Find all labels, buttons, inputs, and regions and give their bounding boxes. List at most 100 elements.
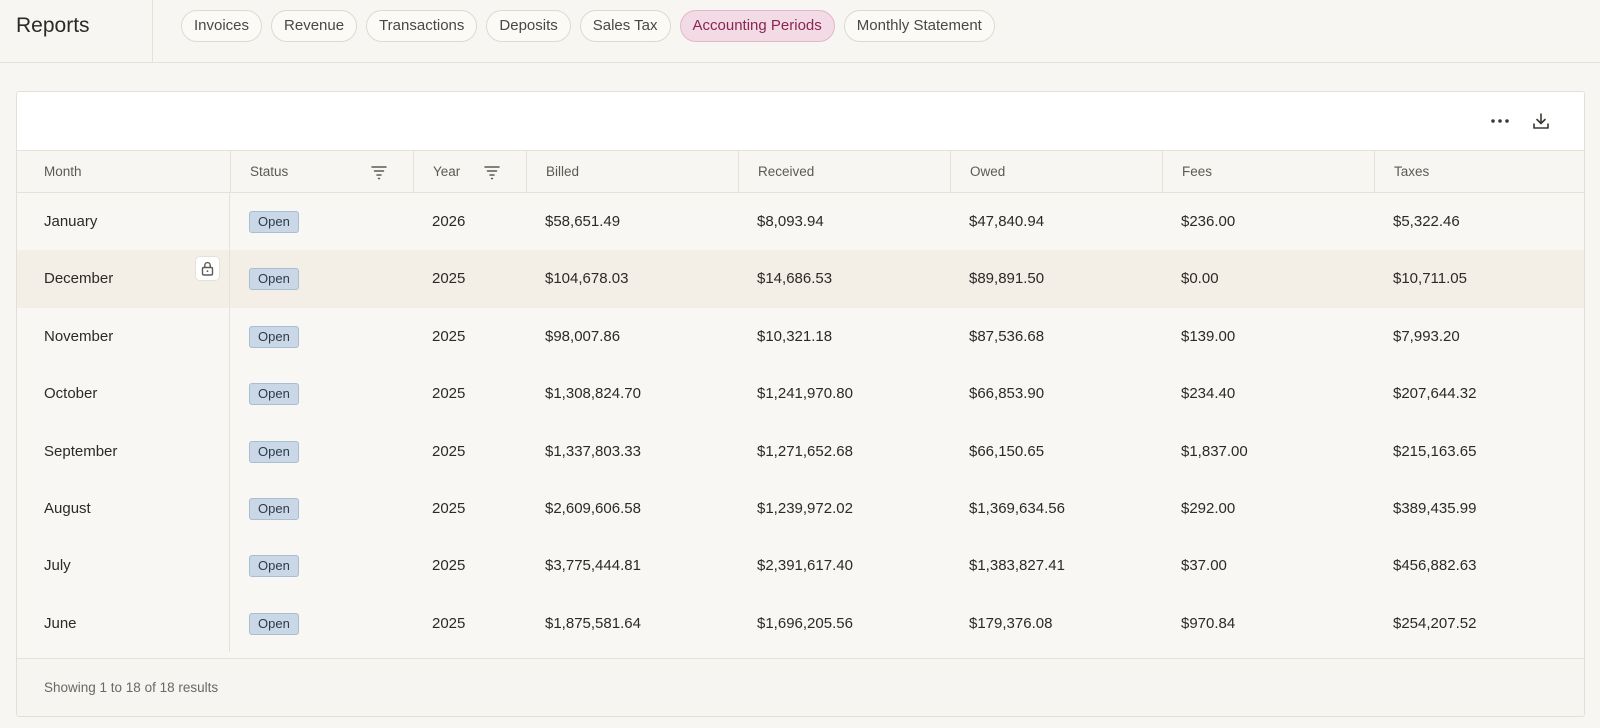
cell-year: 2025 — [413, 480, 526, 537]
billed-value: $1,308,824.70 — [545, 385, 641, 403]
fees-value: $37.00 — [1181, 557, 1227, 575]
column-header-year-label: Year — [433, 164, 461, 179]
year-value: 2025 — [432, 385, 466, 403]
cell-owed: $66,150.65 — [950, 423, 1162, 480]
status-badge: Open — [249, 325, 299, 348]
cell-received: $10,321.18 — [738, 308, 950, 365]
owed-value: $1,369,634.56 — [969, 499, 1065, 517]
cell-fees: $236.00 — [1162, 193, 1374, 250]
cell-billed: $98,007.86 — [526, 308, 738, 365]
owed-value: $47,840.94 — [969, 213, 1045, 230]
year-value: 2025 — [432, 557, 466, 575]
owed-value: $1,383,827.41 — [969, 557, 1065, 575]
cell-month: November — [17, 307, 230, 366]
column-header-billed[interactable]: Billed — [526, 151, 738, 193]
billed-value: $104,678.03 — [545, 270, 629, 288]
status-badge: Open — [249, 211, 299, 234]
taxes-value: $7,993.20 — [1393, 327, 1460, 345]
download-button[interactable] — [1526, 106, 1556, 136]
cell-month: June — [17, 594, 230, 653]
cell-billed: $58,651.49 — [526, 193, 738, 250]
cell-fees: $234.40 — [1162, 365, 1374, 422]
cell-billed: $2,609,606.58 — [526, 480, 738, 537]
card-toolbar — [17, 92, 1584, 151]
table-row[interactable]: September Open 2025 $1,337,803.33 $1,271,652… — [17, 422, 1584, 480]
table-row[interactable]: July Open 2025 $3,775,444.81 $2,391,617.40 $1… — [17, 537, 1584, 595]
taxes-value: $207,644.32 — [1393, 385, 1477, 403]
cell-year: 2025 — [413, 595, 526, 652]
column-header-taxes[interactable]: Taxes — [1374, 151, 1584, 193]
table-row[interactable]: June Open 2025 $1,875,581.64 $1,696,205.56 $1… — [17, 594, 1584, 653]
tab-deposits[interactable]: Deposits — [486, 10, 571, 42]
cell-month: September — [17, 422, 230, 480]
received-value: $8,093.94 — [757, 213, 824, 230]
column-header-year[interactable]: Year — [413, 151, 526, 193]
billed-value: $1,337,803.33 — [545, 442, 641, 460]
cell-month: October — [17, 365, 230, 423]
fees-value: $0.00 — [1181, 270, 1219, 288]
column-header-received[interactable]: Received — [738, 151, 950, 193]
cell-status: Open — [230, 480, 413, 537]
cell-status: Open — [230, 595, 413, 652]
owed-value: $89,891.50 — [969, 270, 1045, 288]
column-header-status-label: Status — [250, 164, 289, 179]
received-value: $14,686.53 — [757, 270, 833, 288]
cell-taxes: $456,882.63 — [1374, 537, 1584, 594]
lock-period-button[interactable] — [195, 256, 220, 282]
table-row[interactable]: December Open 2025 $104,678.03 $14,686.53 $89… — [17, 250, 1584, 308]
table-row[interactable]: January Open 2026 $58,651.49 $8,093.94 $47,84… — [17, 193, 1584, 251]
status-badge: Open — [249, 612, 299, 635]
cell-year: 2025 — [413, 537, 526, 594]
year-value: 2025 — [432, 614, 466, 632]
table-body: January Open 2026 $58,651.49 $8,093.94 $47,84… — [17, 193, 1584, 653]
tab-invoices[interactable]: Invoices — [181, 10, 263, 42]
month-value: January — [44, 213, 98, 230]
status-badge: Open — [249, 440, 299, 463]
received-value: $10,321.18 — [757, 327, 833, 345]
cell-owed: $66,853.90 — [950, 365, 1162, 422]
column-header-owed[interactable]: Owed — [950, 151, 1162, 193]
table-row[interactable]: November Open 2025 $98,007.86 $10,321.18 $87,… — [17, 307, 1584, 366]
status-badge: Open — [249, 555, 299, 578]
tab-transactions[interactable]: Transactions — [366, 10, 478, 42]
month-value: September — [44, 442, 118, 460]
fees-value: $1,837.00 — [1181, 442, 1248, 460]
cell-owed: $87,536.68 — [950, 308, 1162, 365]
tab-accounting-periods[interactable]: Accounting Periods — [679, 10, 835, 42]
cell-fees: $139.00 — [1162, 308, 1374, 365]
cell-taxes: $7,993.20 — [1374, 308, 1584, 365]
cell-month: August — [17, 479, 230, 538]
taxes-value: $254,207.52 — [1393, 614, 1477, 632]
column-header-month[interactable]: Month — [44, 164, 82, 179]
cell-received: $1,241,970.80 — [738, 365, 950, 422]
cell-status: Open — [230, 193, 413, 250]
received-value: $1,239,972.02 — [757, 499, 853, 517]
table-row[interactable]: October Open 2025 $1,308,824.70 $1,241,970.8… — [17, 365, 1584, 423]
month-value: November — [44, 327, 114, 345]
tab-monthly-statement[interactable]: Monthly Statement — [843, 10, 995, 42]
fees-value: $234.40 — [1181, 385, 1236, 403]
cell-year: 2025 — [413, 365, 526, 422]
cell-taxes: $215,163.65 — [1374, 423, 1584, 480]
cell-fees: $1,837.00 — [1162, 423, 1374, 480]
cell-year: 2026 — [413, 193, 526, 250]
received-value: $2,391,617.40 — [757, 557, 853, 575]
cell-year: 2025 — [413, 423, 526, 480]
column-header-fees[interactable]: Fees — [1162, 151, 1374, 193]
status-badge: Open — [249, 268, 299, 291]
year-value: 2026 — [432, 213, 466, 230]
tab-sales-tax[interactable]: Sales Tax — [579, 10, 671, 42]
owed-value: $66,853.90 — [969, 385, 1045, 403]
table-row[interactable]: August Open 2025 $2,609,606.58 $1,239,972.02… — [17, 479, 1584, 538]
cell-billed: $104,678.03 — [526, 250, 738, 307]
cell-taxes: $389,435.99 — [1374, 480, 1584, 537]
filter-icon[interactable] — [484, 164, 500, 180]
tab-revenue[interactable]: Revenue — [271, 10, 358, 42]
cell-owed: $179,376.08 — [950, 595, 1162, 652]
column-header-status[interactable]: Status — [230, 151, 413, 193]
taxes-value: $456,882.63 — [1393, 557, 1477, 575]
filter-icon[interactable] — [371, 164, 387, 180]
table-header: Month Status Year Billed Received Owed F… — [17, 151, 1584, 193]
more-options-button[interactable] — [1485, 106, 1515, 136]
taxes-value: $215,163.65 — [1393, 442, 1477, 460]
